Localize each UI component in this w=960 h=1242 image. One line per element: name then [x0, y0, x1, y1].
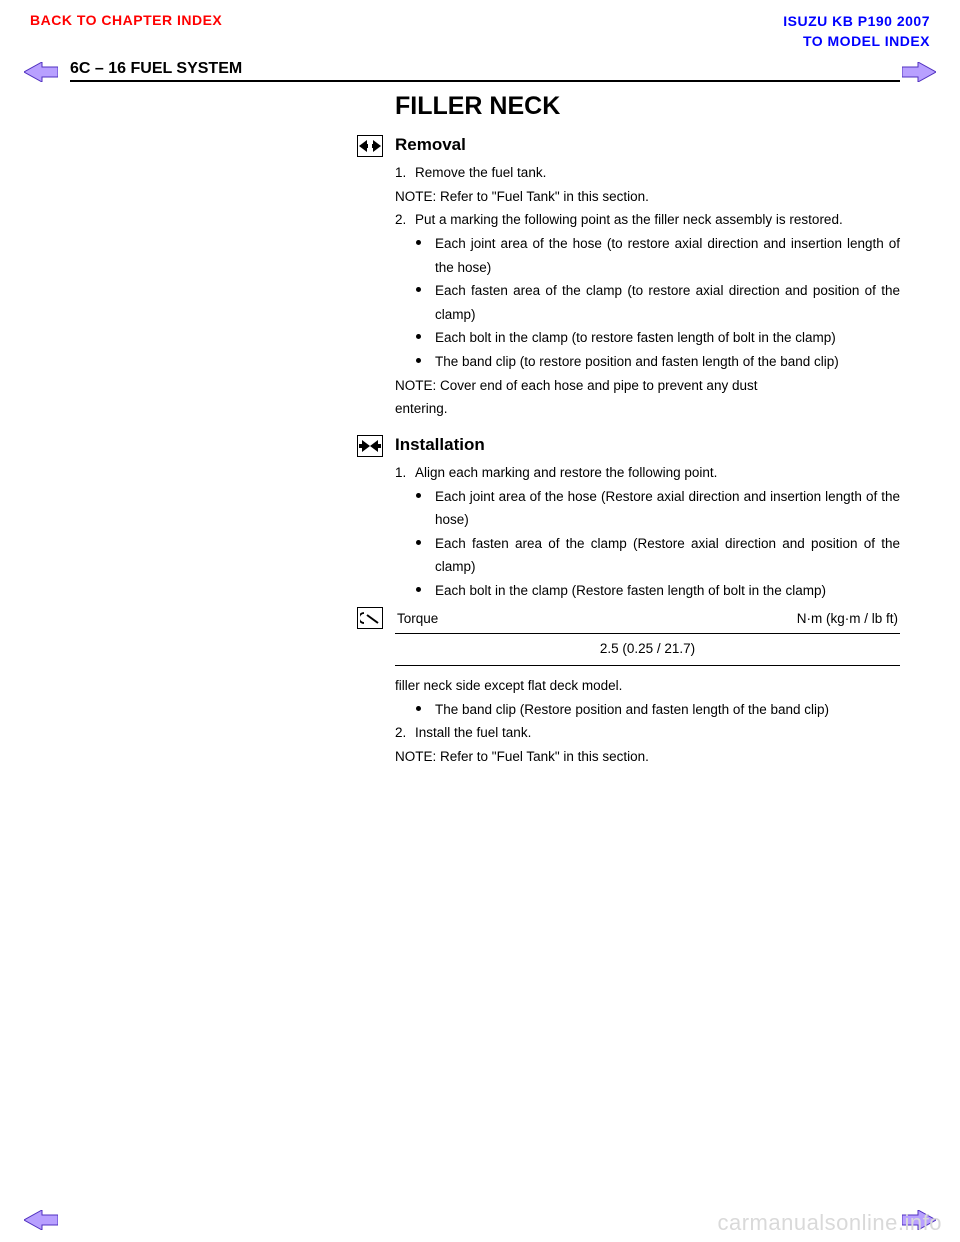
bullet-text: Each fasten area of the clamp (Restore a… [435, 536, 900, 575]
bullet-dot-icon [416, 287, 421, 292]
bullet-text: Each fasten area of the clamp (to restor… [435, 283, 900, 322]
removal-bullet-3: Each bolt in the clamp (to restore faste… [395, 326, 900, 350]
bullet-text: The band clip (to restore position and f… [435, 354, 839, 369]
prev-page-arrow-top[interactable] [24, 62, 58, 82]
removal-step-2: 2. Put a marking the following point as … [395, 208, 900, 232]
step-text: Remove the fuel tank. [415, 165, 546, 180]
next-page-arrow-top[interactable] [902, 62, 936, 82]
installation-body: 1. Align each marking and restore the fo… [395, 461, 900, 769]
torque-wrench-icon [357, 607, 383, 629]
removal-icon [357, 135, 383, 157]
install-step-1: 1. Align each marking and restore the fo… [395, 461, 900, 485]
brand-model-link[interactable]: ISUZU KB P190 2007 [783, 12, 930, 32]
bullet-text: Each bolt in the clamp (to restore faste… [435, 330, 836, 345]
step-text: Put a marking the following point as the… [415, 212, 843, 227]
install-bullet-3: Each bolt in the clamp (Restore fasten l… [395, 579, 900, 603]
torque-label: Torque [397, 607, 438, 631]
to-model-index-link[interactable]: TO MODEL INDEX [783, 32, 930, 52]
bullet-dot-icon [416, 706, 421, 711]
install-step-2: 2. Install the fuel tank. [395, 721, 900, 745]
installation-heading: Installation [395, 435, 900, 455]
right-links: ISUZU KB P190 2007 TO MODEL INDEX [783, 12, 930, 51]
bullet-dot-icon [416, 240, 421, 245]
step-number: 2. [395, 721, 406, 745]
install-bullet-2: Each fasten area of the clamp (Restore a… [395, 532, 900, 579]
removal-bullet-2: Each fasten area of the clamp (to restor… [395, 279, 900, 326]
top-links-bar: BACK TO CHAPTER INDEX ISUZU KB P190 2007… [0, 12, 960, 30]
removal-step-1: 1. Remove the fuel tank. [395, 161, 900, 185]
torque-header-row: Torque N·m (kg·m / lb ft) [395, 605, 900, 635]
bullet-text: Each joint area of the hose (to restore … [435, 236, 900, 275]
after-torque-text: filler neck side except flat deck model. [395, 674, 900, 698]
bullet-dot-icon [416, 358, 421, 363]
page-title: FILLER NECK [395, 92, 900, 121]
bullet-text: Each bolt in the clamp (Restore fasten l… [435, 583, 826, 598]
torque-block: Torque N·m (kg·m / lb ft) 2.5 (0.25 / 21… [395, 605, 900, 666]
torque-value: 2.5 (0.25 / 21.7) [395, 634, 900, 666]
removal-heading: Removal [395, 135, 900, 155]
install-bullet-1: Each joint area of the hose (Restore axi… [395, 485, 900, 532]
section-header: 6C – 16 FUEL SYSTEM [70, 60, 900, 82]
step-text: Install the fuel tank. [415, 725, 531, 740]
bullet-dot-icon [416, 493, 421, 498]
installation-heading-row: Installation [395, 435, 900, 455]
step-text: Align each marking and restore the follo… [415, 465, 717, 480]
removal-note-2a: NOTE: Cover end of each hose and pipe to… [395, 374, 900, 398]
bullet-text: The band clip (Restore position and fast… [435, 702, 829, 717]
content-column: FILLER NECK Removal 1. Remove the fuel t… [395, 92, 900, 768]
removal-note-1: NOTE: Refer to "Fuel Tank" in this secti… [395, 185, 900, 209]
step-number: 2. [395, 208, 406, 232]
bullet-dot-icon [416, 587, 421, 592]
installation-icon [357, 435, 383, 457]
next-page-arrow-bottom[interactable] [902, 1210, 936, 1230]
bullet-text: Each joint area of the hose (Restore axi… [435, 489, 900, 528]
removal-note-2b: entering. [395, 397, 900, 421]
step-number: 1. [395, 461, 406, 485]
step-number: 1. [395, 161, 406, 185]
removal-bullet-1: Each joint area of the hose (to restore … [395, 232, 900, 279]
install-note: NOTE: Refer to "Fuel Tank" in this secti… [395, 745, 900, 769]
bullet-dot-icon [416, 540, 421, 545]
removal-heading-row: Removal [395, 135, 900, 155]
bullet-dot-icon [416, 334, 421, 339]
page-body: 6C – 16 FUEL SYSTEM FILLER NECK Removal … [70, 60, 900, 768]
prev-page-arrow-bottom[interactable] [24, 1210, 58, 1230]
removal-bullet-4: The band clip (to restore position and f… [395, 350, 900, 374]
removal-body: 1. Remove the fuel tank. NOTE: Refer to … [395, 161, 900, 421]
install-bullet-4: The band clip (Restore position and fast… [395, 698, 900, 722]
back-to-chapter-link[interactable]: BACK TO CHAPTER INDEX [30, 12, 222, 28]
torque-unit: N·m (kg·m / lb ft) [797, 607, 898, 631]
